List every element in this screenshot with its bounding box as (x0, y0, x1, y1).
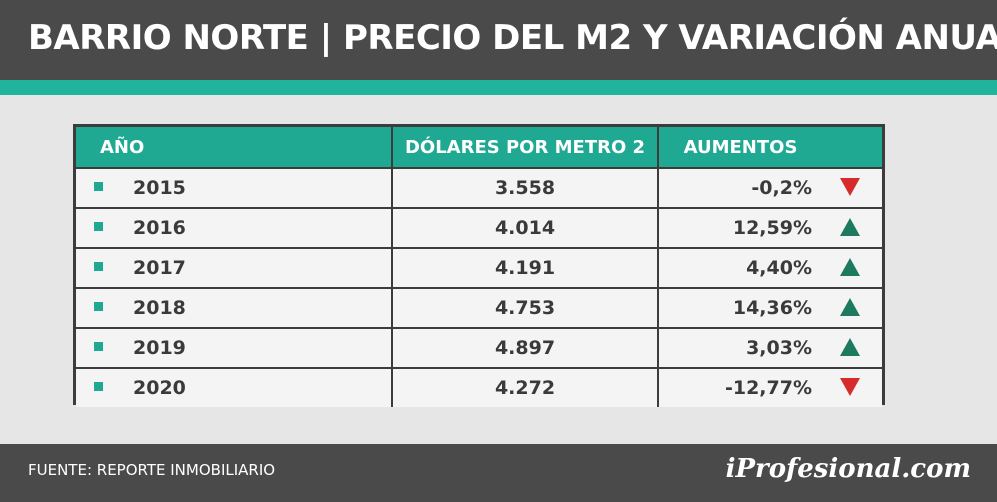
year-label: 2018 (133, 297, 186, 319)
header-bar: BARRIO NORTE | PRECIO DEL M2 Y VARIACIÓN… (0, 0, 997, 80)
up-arrow-icon (840, 258, 860, 277)
table-row: 2017 4.191 4,40% (76, 247, 882, 288)
source-note: FUENTE: REPORTE INMOBILIARIO (28, 461, 276, 479)
cell-price: 4.753 (391, 287, 658, 328)
header-price: DÓLARES POR METRO 2 (391, 127, 658, 168)
increase-value: 3,03% (746, 337, 812, 360)
down-arrow-icon (840, 378, 860, 397)
cell-year: 2017 (76, 247, 392, 288)
table-row: 2016 4.014 12,59% (76, 207, 882, 248)
year-label: 2016 (133, 217, 186, 239)
bullet-icon (94, 222, 103, 231)
page-title: BARRIO NORTE | PRECIO DEL M2 Y VARIACIÓN… (28, 18, 997, 58)
cell-price: 3.558 (391, 167, 658, 208)
year-label: 2015 (133, 177, 186, 199)
cell-increase: -0,2% (657, 167, 882, 208)
cell-year: 2018 (76, 287, 392, 328)
cell-year: 2019 (76, 327, 392, 368)
cell-price: 4.272 (391, 367, 658, 407)
increase-value: 14,36% (732, 297, 812, 320)
bullet-icon (94, 262, 103, 271)
cell-year: 2016 (76, 207, 392, 248)
bullet-icon (94, 182, 103, 191)
price-table: AÑO DÓLARES POR METRO 2 AUMENTOS 2015 3.5… (76, 127, 882, 407)
increase-value: 12,59% (732, 217, 812, 240)
up-arrow-icon (840, 218, 860, 237)
cell-increase: 14,36% (657, 287, 882, 328)
header-increase: AUMENTOS (657, 127, 882, 168)
cell-increase: 12,59% (657, 207, 882, 248)
table-row: 2018 4.753 14,36% (76, 287, 882, 328)
cell-year: 2020 (76, 367, 392, 407)
bullet-icon (94, 302, 103, 311)
increase-value: -0,2% (751, 177, 812, 200)
header-year: AÑO (76, 127, 392, 168)
cell-increase: 4,40% (657, 247, 882, 288)
cell-year: 2015 (76, 167, 392, 208)
up-arrow-icon (840, 338, 860, 357)
cell-increase: -12,77% (657, 367, 882, 407)
brand-logo: iProfesional.com (725, 454, 971, 484)
table-row: 2020 4.272 -12,77% (76, 367, 882, 407)
table-row: 2019 4.897 3,03% (76, 327, 882, 368)
bullet-icon (94, 382, 103, 391)
year-label: 2020 (133, 377, 186, 399)
table-row: 2015 3.558 -0,2% (76, 167, 882, 208)
up-arrow-icon (840, 298, 860, 317)
price-table-frame: AÑO DÓLARES POR METRO 2 AUMENTOS 2015 3.5… (73, 124, 885, 407)
down-arrow-icon (840, 178, 860, 197)
table-header-row: AÑO DÓLARES POR METRO 2 AUMENTOS (76, 127, 882, 168)
increase-value: -12,77% (724, 377, 812, 400)
year-label: 2019 (133, 337, 186, 359)
bullet-icon (94, 342, 103, 351)
increase-value: 4,40% (746, 257, 812, 280)
year-label: 2017 (133, 257, 186, 279)
cell-price: 4.191 (391, 247, 658, 288)
cell-increase: 3,03% (657, 327, 882, 368)
table-body: 2015 3.558 -0,2% 2016 4.014 12,59% 2017 4.191 4,… (76, 167, 882, 407)
accent-stripe (0, 80, 997, 95)
cell-price: 4.897 (391, 327, 658, 368)
footer-bar: FUENTE: REPORTE INMOBILIARIO iProfesiona… (0, 444, 997, 502)
cell-price: 4.014 (391, 207, 658, 248)
